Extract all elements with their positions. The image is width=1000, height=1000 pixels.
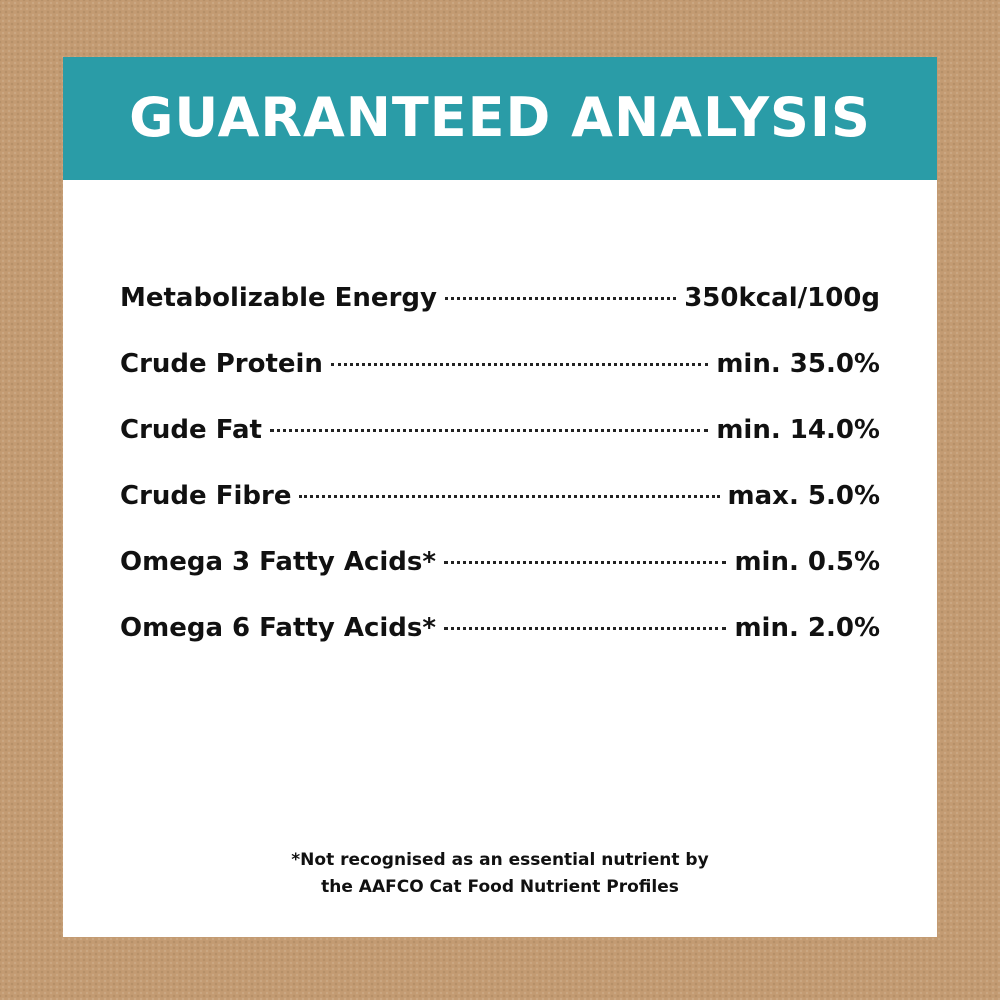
- footnote-line: the AAFCO Cat Food Nutrient Profiles: [321, 877, 679, 897]
- footnote-line: *Not recognised as an essential nutrient…: [291, 850, 709, 870]
- dot-leader: [330, 363, 709, 366]
- title: GUARANTEED ANALYSIS: [129, 86, 871, 149]
- dot-leader: [269, 429, 709, 432]
- nutrient-name: Crude Fat: [120, 415, 262, 445]
- nutrient-name: Metabolizable Energy: [120, 283, 437, 313]
- nutrient-value: min. 2.0%: [734, 613, 880, 643]
- table-row: Crude Fat min. 14.0%: [120, 413, 880, 447]
- header-band: GUARANTEED ANALYSIS: [63, 57, 937, 180]
- table-row: Omega 6 Fatty Acids* min. 2.0%: [120, 611, 880, 645]
- footnote: *Not recognised as an essential nutrient…: [63, 847, 937, 901]
- nutrient-name: Crude Protein: [120, 349, 323, 379]
- table-row: Omega 3 Fatty Acids* min. 0.5%: [120, 545, 880, 579]
- dot-leader: [444, 297, 677, 300]
- nutrient-value: min. 14.0%: [716, 415, 880, 445]
- nutrient-name: Omega 6 Fatty Acids*: [120, 613, 436, 643]
- dot-leader: [443, 561, 727, 564]
- nutrient-name: Omega 3 Fatty Acids*: [120, 547, 436, 577]
- nutrient-value: max. 5.0%: [727, 481, 880, 511]
- table-row: Metabolizable Energy 350kcal/100g: [120, 281, 880, 315]
- nutrient-name: Crude Fibre: [120, 481, 292, 511]
- nutrient-value: 350kcal/100g: [684, 283, 880, 313]
- table-row: Crude Protein min. 35.0%: [120, 347, 880, 381]
- dot-leader: [443, 627, 727, 630]
- panel: GUARANTEED ANALYSIS Metabolizable Energy…: [63, 57, 937, 937]
- dot-leader: [299, 495, 720, 498]
- table-row: Crude Fibre max. 5.0%: [120, 479, 880, 513]
- nutrient-value: min. 35.0%: [716, 349, 880, 379]
- nutrient-value: min. 0.5%: [734, 547, 880, 577]
